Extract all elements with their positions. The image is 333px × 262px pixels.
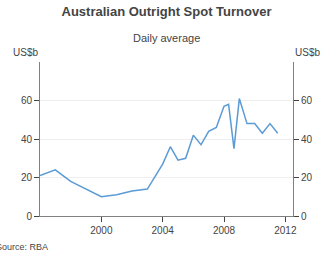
svg-text:40: 40 xyxy=(301,134,313,145)
svg-text:2012: 2012 xyxy=(274,225,297,236)
svg-text:0: 0 xyxy=(301,211,307,222)
svg-text:US$b: US$b xyxy=(13,47,38,58)
svg-text:Daily average: Daily average xyxy=(133,32,200,44)
svg-text:Source: RBA: Source: RBA xyxy=(0,242,48,252)
svg-text:0: 0 xyxy=(26,211,32,222)
svg-text:US$b: US$b xyxy=(295,47,320,58)
svg-text:Australian Outright Spot Turno: Australian Outright Spot Turnover xyxy=(62,4,272,19)
svg-text:60: 60 xyxy=(301,95,313,106)
svg-text:2008: 2008 xyxy=(213,225,236,236)
svg-text:2000: 2000 xyxy=(90,225,113,236)
svg-text:20: 20 xyxy=(301,172,313,183)
svg-text:2004: 2004 xyxy=(152,225,175,236)
svg-text:40: 40 xyxy=(21,134,33,145)
svg-text:20: 20 xyxy=(21,172,33,183)
svg-text:60: 60 xyxy=(21,95,33,106)
